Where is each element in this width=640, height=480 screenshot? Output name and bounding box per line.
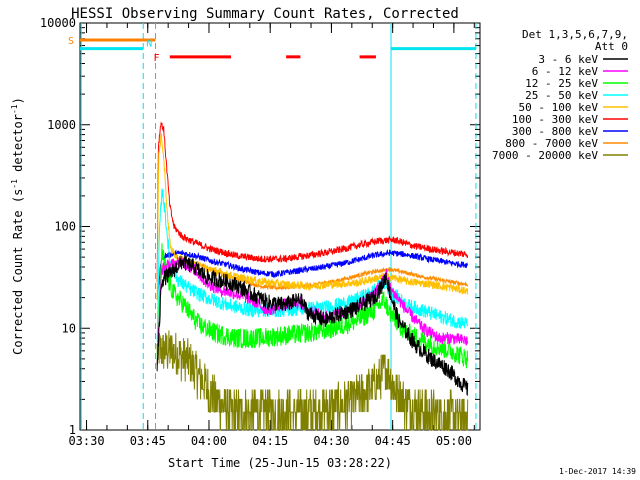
legend-label-1: 6 - 12 keV	[532, 65, 599, 78]
series-line-6	[156, 249, 469, 300]
legend-label-2: 12 - 25 keV	[525, 77, 598, 90]
series-line-5	[156, 121, 469, 283]
plot-frame	[79, 22, 481, 431]
legend-label-7: 800 - 7000 keV	[505, 137, 598, 150]
x-tick-label: 03:45	[130, 434, 166, 448]
x-tick-label: 05:00	[436, 434, 472, 448]
x-tick-label: 04:30	[313, 434, 349, 448]
y-label-sup: -1	[10, 179, 19, 189]
y-tick-label: 10000	[40, 16, 76, 30]
x-tick-label: 04:15	[252, 434, 288, 448]
legend-label-8: 7000 - 20000 keV	[492, 149, 598, 162]
x-axis-label: Start Time (25-Jun-15 03:28:22)	[168, 456, 392, 470]
legend-label-0: 3 - 6 keV	[538, 53, 598, 66]
y-axis-label: Corrected Count Rate (s-1 detector-1)	[10, 97, 25, 355]
marker-label-n: N	[146, 39, 152, 50]
y-label-part-3: )	[11, 97, 25, 104]
series-line-4	[156, 133, 469, 300]
y-tick-label: 100	[54, 220, 76, 234]
legend-header-1: Det 1,3,5,6,7,9,	[522, 28, 628, 41]
x-tick-label: 04:45	[375, 434, 411, 448]
series-line-8	[156, 328, 469, 431]
marker-label-s: S	[68, 36, 74, 47]
date-stamp: 1-Dec-2017 14:39	[559, 467, 636, 476]
legend-label-5: 100 - 300 keV	[512, 113, 598, 126]
marker-label-f: F	[154, 53, 160, 64]
series-line-0	[156, 255, 469, 397]
plot-area: 1 10 100 1000 10000 03:30 03:45 04:00 04:15 04:30…	[40, 16, 481, 448]
y-tick-label: 1000	[47, 118, 76, 132]
legend-label-3: 25 - 50 keV	[525, 89, 598, 102]
x-tick-label: 04:00	[191, 434, 227, 448]
x-tick-label: 03:30	[68, 434, 104, 448]
legend-label-6: 300 - 800 keV	[512, 125, 598, 138]
y-label-part-2: detector	[11, 114, 25, 179]
y-label-sup-2: -1	[10, 104, 19, 114]
y-tick-label: 1	[69, 423, 76, 437]
y-tick-label: 10	[62, 321, 76, 335]
legend-header-2: Att 0	[595, 40, 628, 53]
y-label-part-1: Corrected Count Rate (s	[11, 189, 25, 355]
legend-label-4: 50 - 100 keV	[519, 101, 599, 114]
series-line-2	[156, 243, 469, 369]
chart-title: HESSI Observing Summary Count Rates, Cor…	[71, 6, 459, 22]
